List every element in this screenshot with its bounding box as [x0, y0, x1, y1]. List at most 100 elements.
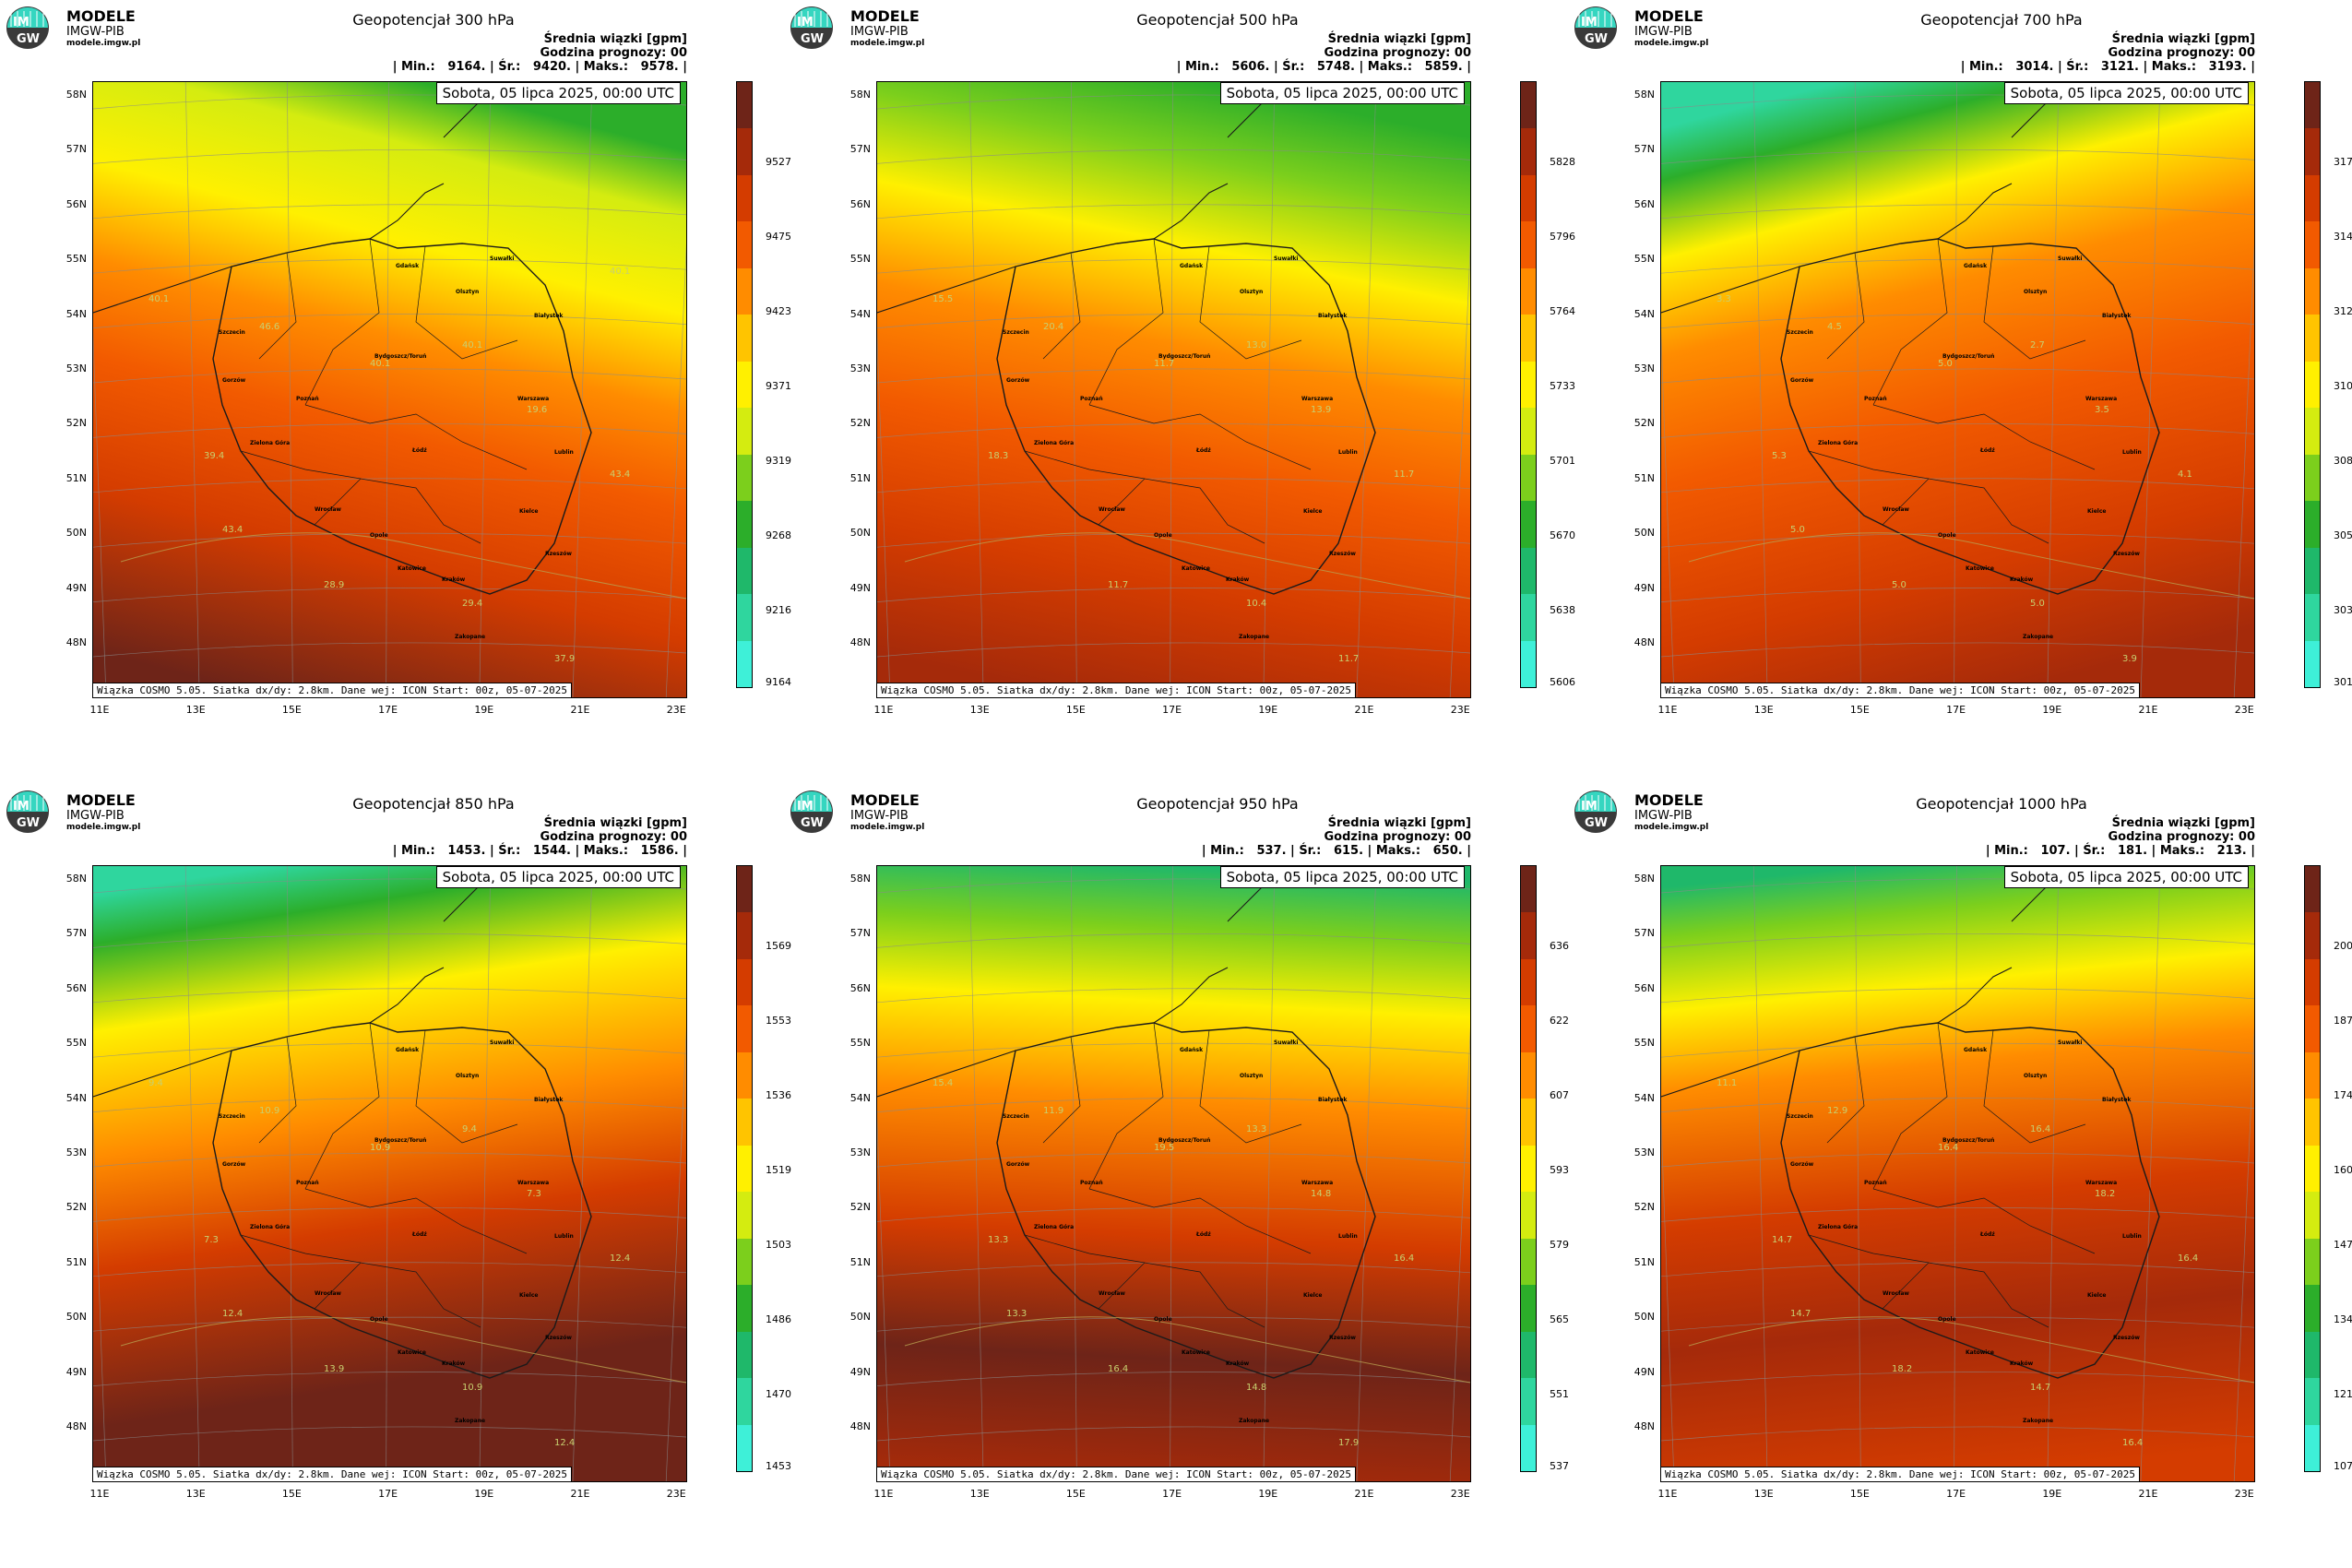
city-label: Łódź [412, 1231, 427, 1238]
longitude-label: 21E [1354, 1488, 1374, 1500]
colorbar-tick: 5733 [1550, 380, 1575, 392]
city-label: Rzeszów [2113, 551, 2140, 557]
contour-label: 11.7 [1154, 359, 1175, 369]
longitude-label: 11E [1657, 1488, 1678, 1500]
latitude-label: 55N [65, 253, 87, 266]
city-label: Bydgoszcz/Toruń [374, 1137, 427, 1144]
colorbar-segment [2305, 1145, 2320, 1193]
latitude-label: 56N [849, 981, 871, 994]
contour-label: 43.4 [222, 525, 244, 535]
latitude-label: 48N [849, 636, 871, 648]
colorbar-segment [1521, 1005, 1536, 1053]
city-label: Łódź [412, 447, 427, 454]
latitude-line [93, 588, 686, 602]
stats-block: Średnia wiązki [gpm] Godzina prognozy: 00… [1961, 32, 2255, 74]
city-label: Gdańsk [1964, 263, 1988, 269]
colorbar-segment [2305, 1378, 2320, 1426]
city-label: Suwałki [2058, 1039, 2083, 1046]
longitude-line [1263, 866, 1276, 1481]
colorbar-segment [2305, 547, 2320, 595]
contour-label: 5.0 [2030, 599, 2045, 609]
longitude-label: 21E [570, 1488, 590, 1500]
colorbar-tick: 5638 [1550, 604, 1575, 616]
city-label: Szczecin [219, 1113, 245, 1120]
colorbar-segment [1521, 1099, 1536, 1146]
logo-line3: modele.imgw.pl [66, 823, 141, 832]
map-area: Gdańsk Suwałki Olsztyn Białystok Szczecin Byd… [92, 865, 687, 1482]
latitude-line [93, 1152, 686, 1168]
region-borders [1024, 1022, 1312, 1328]
longitude-label: 19E [1258, 1488, 1278, 1500]
latitude-line [93, 368, 686, 384]
colorbar-tick: 5701 [1550, 455, 1575, 467]
map-area: Gdańsk Suwałki Olsztyn Białystok Szczecin Byd… [1660, 865, 2255, 1482]
colorbar-tick: 9371 [766, 380, 791, 392]
colorbar-segment [737, 454, 752, 502]
colorbar [2304, 865, 2321, 1472]
colorbar-segment [2305, 221, 2320, 269]
city-label: Poznań [1864, 1180, 1887, 1186]
latitude-line [1661, 1372, 2254, 1386]
city-label: Kraków [442, 576, 466, 583]
map-area: Gdańsk Suwałki Olsztyn Białystok Szczecin Byd… [876, 865, 1471, 1482]
mean-label: Średnia wiązki [gpm] [2111, 816, 2255, 830]
panel-title: Geopotencjał 950 hPa [1136, 795, 1299, 813]
imgw-logo: IM GW MODELE IMGW-PIB modele.imgw.pl [6, 790, 153, 836]
longitude-label: 17E [1162, 1488, 1182, 1500]
logo-line1: MODELE [66, 791, 136, 809]
latitude-label: 48N [1633, 636, 1655, 648]
country-border [212, 1022, 592, 1379]
longitude-label: 15E [1849, 1488, 1870, 1500]
contour-label: 13.3 [1246, 1124, 1267, 1134]
city-label: Warszawa [2085, 1180, 2118, 1186]
date-box: Sobota, 05 lipca 2025, 00:00 UTC [2003, 82, 2249, 104]
latitude-line [93, 148, 686, 164]
colorbar-segment [1521, 547, 1536, 595]
city-label: Lublin [2122, 449, 2142, 456]
contour-label: 3.5 [2095, 405, 2109, 415]
latitude-label: 52N [65, 417, 87, 430]
colorbar-segment [737, 958, 752, 1006]
city-label: Poznań [296, 396, 319, 402]
latitude-label: 48N [65, 636, 87, 648]
mean-label: Średnia wiązki [gpm] [2111, 32, 2255, 46]
colorbar-segment [737, 1285, 752, 1333]
latitude-label: 55N [849, 253, 871, 266]
logo-line2: IMGW-PIB [850, 25, 909, 39]
longitude-line [877, 1113, 891, 1481]
latitude-label: 50N [65, 527, 87, 540]
city-label: Gorzów [222, 1161, 246, 1168]
colorbar-segment [737, 174, 752, 222]
longitude-label: 13E [1753, 704, 1774, 716]
colorbar-segment [1521, 267, 1536, 315]
city-label: Kielce [1303, 1292, 1323, 1299]
contour-line [1688, 532, 2254, 600]
city-label: Zielona Góra [250, 440, 291, 446]
colorbar-segment [2305, 315, 2320, 362]
longitude-label: 19E [2042, 1488, 2062, 1500]
city-label: Lublin [1338, 449, 1358, 456]
longitude-label: 15E [1849, 704, 1870, 716]
colorbar-segment [737, 1424, 752, 1472]
colorbar-segment [2305, 1005, 2320, 1053]
latitude-line [1661, 314, 2254, 328]
contour-label: 7.3 [527, 1189, 541, 1199]
city-label: Opole [370, 1316, 388, 1323]
colorbar-tick: 9319 [766, 455, 791, 467]
logo-emblem-top: IM [797, 16, 814, 30]
longitude-label: 13E [969, 704, 990, 716]
colorbar-tick: 5606 [1550, 676, 1575, 688]
latitude-label: 53N [1633, 362, 1655, 374]
city-label: Katowice [1966, 1349, 1994, 1356]
city-label: Suwałki [2058, 255, 2083, 262]
logo-text: MODELE IMGW-PIB modele.imgw.pl [1634, 7, 1708, 48]
region-borders [240, 238, 528, 544]
colorbar [736, 865, 753, 1472]
colorbar [1520, 865, 1537, 1472]
colorbar-segment [737, 1051, 752, 1099]
country-border [1780, 238, 2160, 595]
logo-text: MODELE IMGW-PIB modele.imgw.pl [1634, 791, 1708, 832]
colorbar-tick: 3059 [2334, 529, 2352, 541]
city-label: Kielce [2087, 1292, 2107, 1299]
colorbar-tick: 9216 [766, 604, 791, 616]
